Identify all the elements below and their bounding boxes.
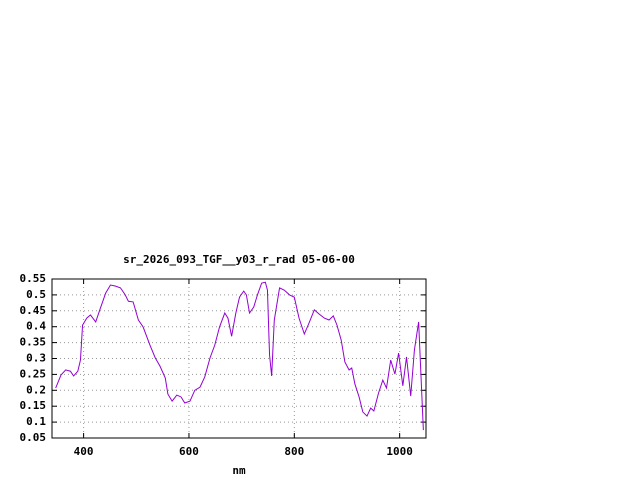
y-tick-label: 0.55 — [20, 272, 47, 285]
x-tick-label: 400 — [74, 445, 94, 458]
y-tick-label: 0.35 — [20, 336, 47, 349]
y-tick-label: 0.5 — [26, 288, 46, 301]
x-axis-label: nm — [232, 464, 246, 477]
y-tick-label: 0.05 — [20, 431, 47, 444]
x-tick-label: 600 — [179, 445, 199, 458]
y-tick-label: 0.4 — [26, 320, 46, 333]
y-tick-label: 0.15 — [20, 399, 47, 412]
chart-title: sr_2026_093_TGF__y03_r_rad 05-06-00 — [123, 253, 355, 266]
y-tick-label: 0.3 — [26, 352, 46, 365]
x-tick-label: 1000 — [386, 445, 413, 458]
x-tick-label: 800 — [284, 445, 304, 458]
y-tick-label: 0.2 — [26, 383, 46, 396]
y-tick-label: 0.45 — [20, 304, 47, 317]
data-line — [55, 281, 424, 431]
y-tick-label: 0.25 — [20, 367, 47, 380]
plot-border — [51, 278, 427, 439]
y-tick-label: 0.1 — [26, 415, 46, 428]
